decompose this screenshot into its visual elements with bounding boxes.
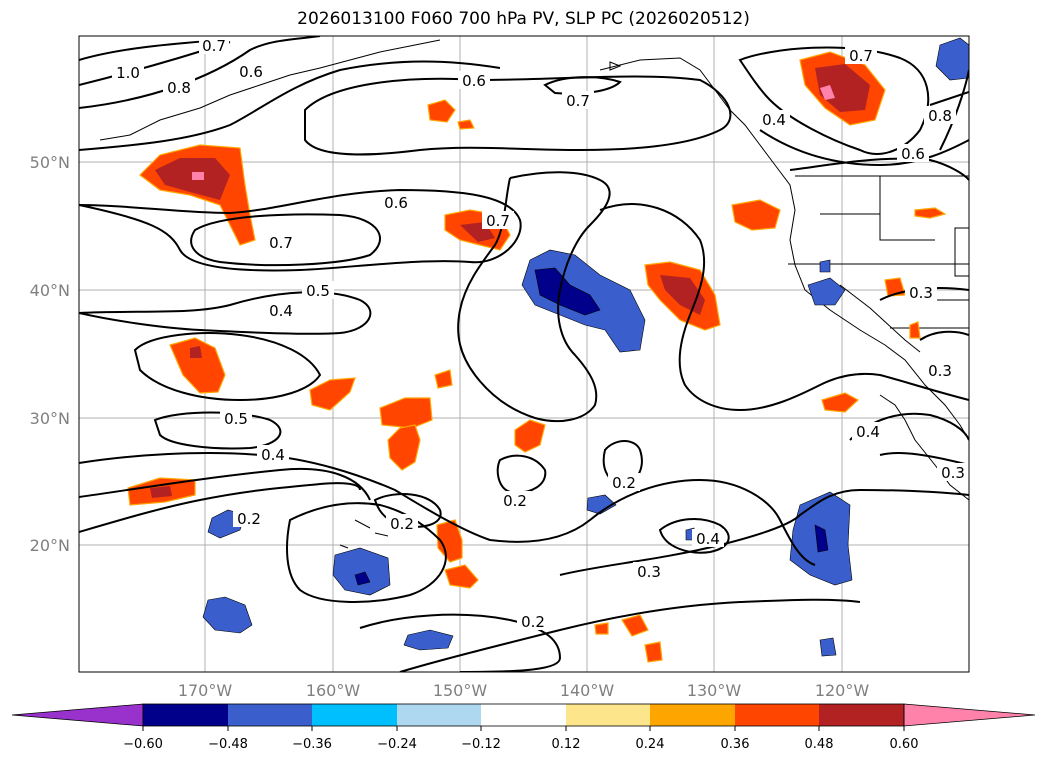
- contour-labels: 1.0 0.8 0.7 0.6 0.6 0.7 0.7 0.4 0.8 0.6 …: [112, 36, 969, 631]
- contour-label: 0.2: [233, 509, 265, 528]
- svg-text:0.3: 0.3: [637, 563, 661, 581]
- colorbar-bin: [312, 704, 397, 726]
- svg-text:0.7: 0.7: [486, 212, 510, 230]
- svg-text:0.4: 0.4: [762, 111, 786, 129]
- colorbar-bin: [143, 704, 228, 726]
- svg-text:0.6: 0.6: [462, 72, 486, 90]
- contour-label: 0.8: [924, 106, 956, 125]
- lon-label: 150°W: [433, 681, 488, 700]
- colorbar-bin: [397, 704, 481, 726]
- svg-text:0.4: 0.4: [696, 530, 720, 548]
- svg-text:0.4: 0.4: [261, 446, 285, 464]
- lon-label: 160°W: [306, 681, 361, 700]
- colorbar-bin: [735, 704, 819, 726]
- contour-label: 0.7: [265, 233, 297, 252]
- colorbar-tick-label: 0.48: [805, 737, 834, 752]
- map-title: 2026013100 F060 700 hPa PV, SLP PC (2026…: [297, 9, 750, 29]
- colorbar-tick-label: 0.60: [890, 737, 919, 752]
- longitude-labels: 170°W 160°W 150°W 140°W 130°W 120°W: [178, 681, 870, 700]
- map-panel: 1.0 0.8 0.7 0.6 0.6 0.7 0.7 0.4 0.8 0.6 …: [79, 36, 969, 672]
- contour-label: 0.3: [633, 562, 665, 581]
- svg-text:0.7: 0.7: [269, 234, 293, 252]
- lat-label: 40°N: [30, 281, 70, 300]
- lon-label: 140°W: [560, 681, 615, 700]
- contour-label: 0.3: [924, 361, 956, 380]
- svg-text:0.4: 0.4: [269, 302, 293, 320]
- colorbar-tick-label: 0.12: [552, 737, 581, 752]
- contour-label: 0.7: [562, 91, 594, 110]
- svg-text:0.2: 0.2: [612, 474, 636, 492]
- colorbar: −0.60 −0.48 −0.36 −0.24 −0.12 0.12 0.24 …: [11, 703, 1036, 752]
- contour-label: 0.7: [845, 46, 877, 65]
- colorbar-tick-label: −0.36: [292, 737, 332, 752]
- contour-label: 0.5: [220, 409, 252, 428]
- contour-label: 0.2: [386, 514, 418, 533]
- contour-label: 0.3: [905, 283, 937, 302]
- svg-text:0.3: 0.3: [909, 284, 933, 302]
- contour-label: 0.2: [517, 612, 549, 631]
- negative-pv-patches: [202, 37, 969, 657]
- lat-label: 30°N: [30, 409, 70, 428]
- colorbar-tick-label: −0.60: [123, 737, 163, 752]
- colorbar-bin: [650, 704, 735, 726]
- slp-contours: [79, 36, 969, 672]
- svg-text:0.5: 0.5: [306, 282, 330, 300]
- contour-label: 0.8: [163, 78, 195, 97]
- contour-label: 0.4: [257, 445, 289, 464]
- lon-label: 120°W: [815, 681, 870, 700]
- map-frame: [78, 35, 970, 673]
- svg-text:0.3: 0.3: [928, 362, 952, 380]
- colorbar-bin: [819, 704, 904, 726]
- svg-text:0.6: 0.6: [384, 194, 408, 212]
- svg-text:0.6: 0.6: [901, 145, 925, 163]
- lon-label: 170°W: [178, 681, 233, 700]
- svg-text:0.2: 0.2: [503, 492, 527, 510]
- svg-text:0.7: 0.7: [566, 92, 590, 110]
- contour-label: 0.4: [852, 422, 884, 441]
- contour-label: 0.4: [758, 110, 790, 129]
- contour-label: 0.4: [265, 301, 297, 320]
- svg-text:1.0: 1.0: [116, 64, 140, 82]
- lon-label: 130°W: [687, 681, 742, 700]
- contour-label: 0.4: [692, 529, 724, 548]
- colorbar-bin: [481, 704, 566, 726]
- contour-label: 0.6: [897, 144, 929, 163]
- contour-label: 0.5: [302, 281, 334, 300]
- colorbar-bin: [228, 704, 312, 726]
- contour-label: 1.0: [112, 63, 144, 82]
- svg-text:0.4: 0.4: [856, 423, 880, 441]
- contour-label: 0.6: [458, 71, 490, 90]
- lat-label: 20°N: [30, 536, 70, 555]
- contour-label: 0.6: [235, 62, 267, 81]
- svg-text:0.8: 0.8: [167, 79, 191, 97]
- svg-text:0.6: 0.6: [239, 63, 263, 81]
- latitude-labels: 50°N 40°N 30°N 20°N: [30, 153, 70, 555]
- contour-label: 0.7: [199, 36, 229, 55]
- lat-label: 50°N: [30, 153, 70, 172]
- colorbar-low-extend: [11, 703, 144, 727]
- svg-text:0.2: 0.2: [390, 515, 414, 533]
- svg-text:0.7: 0.7: [202, 37, 226, 55]
- svg-text:0.7: 0.7: [849, 47, 873, 65]
- contour-label: 0.6: [380, 193, 412, 212]
- svg-text:0.3: 0.3: [941, 464, 965, 482]
- colorbar-bin: [566, 704, 650, 726]
- svg-text:0.2: 0.2: [237, 510, 261, 528]
- colorbar-tick-label: 0.24: [636, 737, 665, 752]
- svg-text:0.2: 0.2: [521, 613, 545, 631]
- contour-label: 0.2: [608, 473, 640, 492]
- contour-label: 0.7: [482, 211, 514, 230]
- svg-text:0.5: 0.5: [224, 410, 248, 428]
- colorbar-tick-label: 0.36: [721, 737, 750, 752]
- contour-label: 0.3: [937, 463, 969, 482]
- svg-text:0.8: 0.8: [928, 107, 952, 125]
- colorbar-high-extend: [903, 703, 1036, 727]
- colorbar-tick-label: −0.12: [461, 737, 501, 752]
- colorbar-tick-label: −0.24: [377, 737, 417, 752]
- colorbar-tick-label: −0.48: [208, 737, 248, 752]
- contour-label: 0.2: [499, 491, 531, 510]
